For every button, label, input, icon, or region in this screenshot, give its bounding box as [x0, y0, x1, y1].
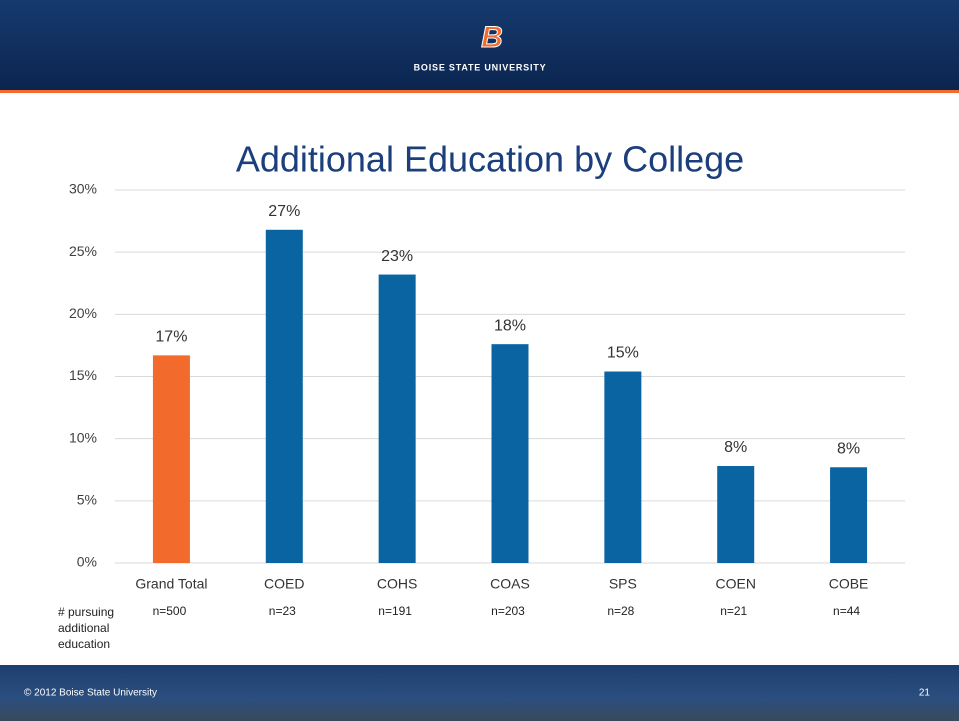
bar	[265, 229, 303, 563]
chart-title: Additional Education by College	[236, 139, 744, 180]
sample-size: n=191	[378, 604, 412, 618]
sample-label: # pursuing additional education	[58, 605, 115, 651]
header-rule	[0, 90, 959, 93]
x-tick-label: COED	[264, 576, 304, 592]
y-tick-label: 20%	[69, 305, 97, 321]
footer-band	[0, 665, 959, 721]
bar	[152, 355, 190, 563]
y-tick-label: 0%	[77, 554, 97, 570]
y-tick-label: 30%	[69, 181, 97, 197]
bar	[604, 371, 642, 563]
footer-copyright: © 2012 Boise State University	[24, 688, 157, 699]
sample-size: n=500	[153, 604, 187, 618]
x-tick-label: COAS	[490, 576, 530, 592]
y-tick-label: 15%	[69, 367, 97, 383]
x-tick-label: COBE	[829, 576, 869, 592]
value-label: 23%	[381, 248, 413, 265]
sample-size: n=203	[491, 604, 525, 618]
sample-size: n=23	[269, 604, 296, 618]
logo-text: BOISE STATE UNIVERSITY	[414, 62, 547, 72]
bar	[717, 466, 755, 563]
y-tick-label: 5%	[77, 492, 97, 508]
value-label: 8%	[837, 440, 860, 457]
value-label: 8%	[724, 439, 747, 456]
bar	[491, 344, 529, 563]
page-number: 21	[919, 688, 931, 699]
value-label: 17%	[155, 329, 187, 346]
x-tick-label: COHS	[377, 576, 417, 592]
y-tick-label: 10%	[69, 429, 97, 445]
value-label: 27%	[268, 203, 300, 220]
sample-size: n=44	[833, 604, 860, 618]
x-tick-label: Grand Total	[135, 576, 207, 592]
header-band	[0, 0, 959, 90]
value-label: 18%	[494, 317, 526, 334]
y-tick-label: 25%	[69, 243, 97, 259]
logo-mark: B	[481, 21, 503, 54]
x-tick-label: SPS	[609, 576, 637, 592]
sample-size: n=21	[720, 604, 747, 618]
value-label: 15%	[607, 345, 639, 362]
x-tick-label: COEN	[715, 576, 755, 592]
bar	[378, 274, 416, 563]
bar	[830, 467, 868, 563]
sample-size: n=28	[607, 604, 634, 618]
